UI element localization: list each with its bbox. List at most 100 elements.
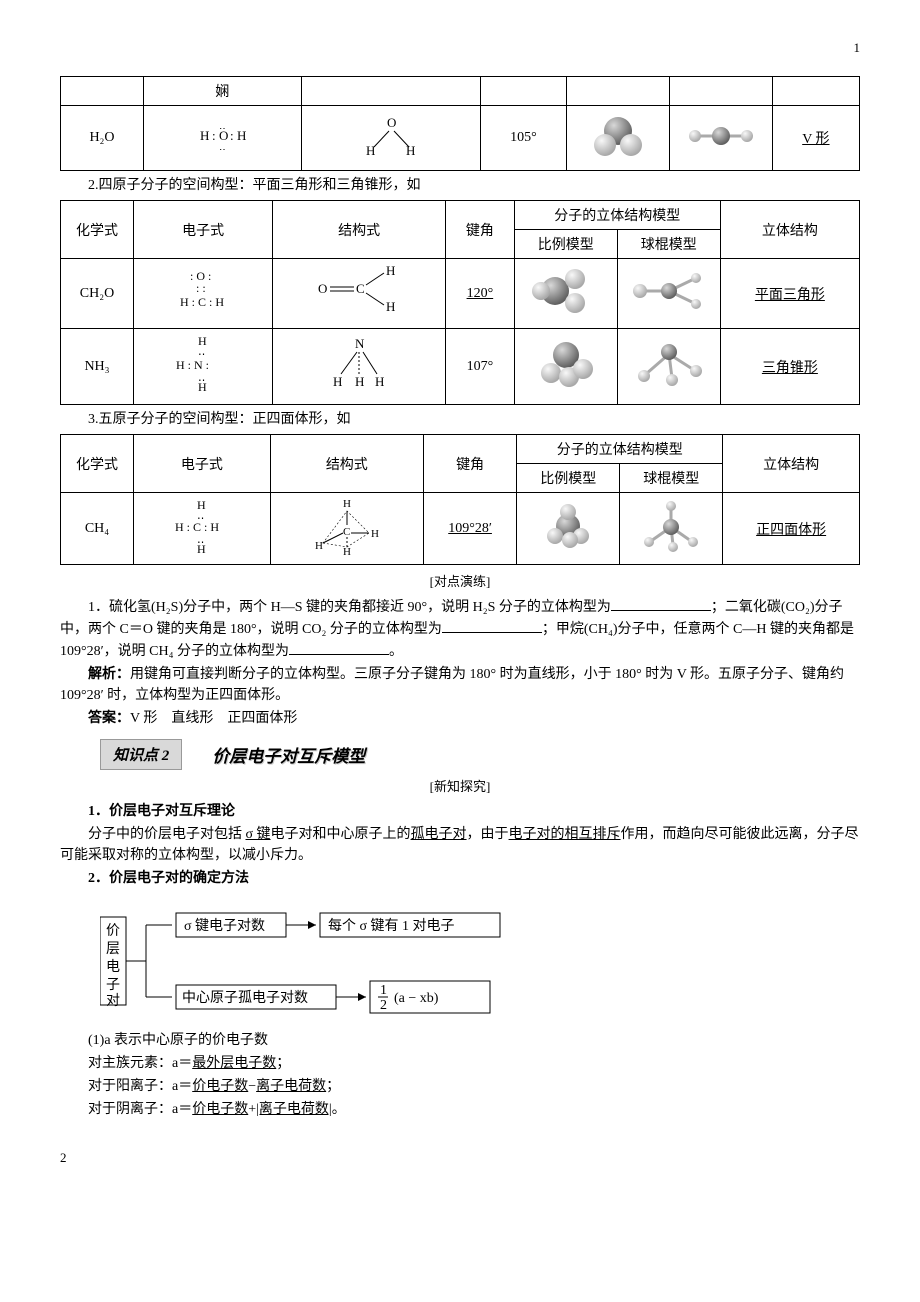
table-row: NH₃ H ‥ H : N : ‥ H N H H H 107°: [61, 329, 860, 405]
col-stick: 球棍模型: [620, 464, 723, 493]
practice-analysis: 解析：用键角可直接判断分子的立体构型。三原子分子键角为 180° 时为直线形，小…: [60, 664, 860, 706]
cell-angle: 105°: [481, 106, 567, 171]
col-struct: 结构式: [273, 201, 446, 259]
cell-shape: V 形: [772, 106, 859, 171]
cell-stick-model: [617, 329, 720, 405]
cell-edot: H : O ‥ ‥ : H: [144, 106, 302, 171]
struct-ch2o: O C H H: [314, 263, 404, 319]
k2-h2: 2．价层电子对的确定方法: [60, 868, 860, 889]
svg-text:O: O: [387, 115, 396, 130]
cell-shape: 三角锥形: [720, 329, 859, 405]
svg-text:C: C: [343, 526, 350, 538]
vsepr-diagram: 价 层 电 子 对 σ 键电子对数 每个 σ 键有 1 对电子 中心原子孤电子对…: [100, 897, 860, 1022]
cell-angle: 109°28′: [423, 493, 516, 565]
table-row: H₂O H : O ‥ ‥ : H O H H 105°: [61, 106, 860, 171]
svg-text:H : C : H: H : C : H: [180, 295, 224, 309]
table-pentatomic: 化学式 电子式 结构式 键角 分子的立体结构模型 立体结构 比例模型 球棍模型 …: [60, 434, 860, 565]
col-edot: 电子式: [134, 435, 271, 493]
table3-caption: 3.五原子分子的空间构型：正四面体形，如: [60, 409, 860, 430]
k2-h1: 1．价层电子对互斥理论: [60, 801, 860, 822]
table-tetratomic: 化学式 电子式 结构式 键角 分子的立体结构模型 立体结构 比例模型 球棍模型 …: [60, 200, 860, 405]
svg-text:层: 层: [106, 942, 120, 957]
svg-text:N: N: [355, 336, 365, 351]
cell-edot: H ‥ H : C : H ‥ H: [134, 493, 271, 565]
table-row: CH₂O : O : : : H : C : H O C H H 120°: [61, 259, 860, 329]
svg-text:H: H: [333, 374, 342, 389]
col-stick: 球棍模型: [617, 230, 720, 259]
svg-text:H: H: [386, 299, 395, 314]
svg-text:H: H: [315, 540, 323, 552]
cell-skip: 娴: [144, 77, 302, 106]
col-scale: 比例模型: [517, 464, 620, 493]
svg-text:σ 键电子对数: σ 键电子对数: [184, 918, 265, 934]
svg-text:H: H: [386, 263, 395, 278]
svg-text:(a − xb): (a − xb): [394, 991, 439, 1006]
col-struct: 结构式: [270, 435, 423, 493]
col-shape: 立体结构: [720, 201, 859, 259]
col-models: 分子的立体结构模型: [514, 201, 720, 230]
svg-text:H: H: [198, 380, 207, 394]
k2-d3: 对于阳离子：a＝价电子数−离子电荷数；: [60, 1076, 860, 1097]
edot-h2o: H : O ‥ ‥ : H: [192, 118, 252, 154]
edot-ch2o: : O : : : H : C : H: [168, 266, 238, 316]
svg-text:H: H: [406, 143, 415, 157]
k2-d4: 对于阴离子：a＝价电子数+|离子电荷数|。: [60, 1099, 860, 1120]
svg-text:H: H: [355, 374, 364, 389]
cell-struct: N H H H: [273, 329, 446, 405]
col-edot: 电子式: [134, 201, 273, 259]
svg-text:H: H: [237, 128, 246, 143]
cell-shape: 正四面体形: [723, 493, 860, 565]
edot-nh3: H ‥ H : N : ‥ H: [168, 333, 238, 395]
svg-text:电: 电: [106, 959, 120, 975]
svg-text:H: H: [343, 498, 351, 510]
scale-model-icon: [583, 113, 653, 159]
col-shape: 立体结构: [723, 435, 860, 493]
k2-d2: 对主族元素：a＝最外层电子数；: [60, 1053, 860, 1074]
table-triatomic-cont: 娴 H₂O H : O ‥ ‥ : H O H H 105°: [60, 76, 860, 171]
col-angle: 键角: [445, 201, 514, 259]
struct-ch4: H C H H H: [307, 497, 387, 555]
struct-h2o: O H H: [356, 115, 426, 157]
cell-formula: H₂O: [61, 106, 144, 171]
diagram-left-text: 价: [106, 923, 120, 939]
table-row: 娴: [61, 77, 860, 106]
practice-answer: 答案：V 形 直线形 正四面体形: [60, 708, 860, 729]
svg-text:‥: ‥: [219, 142, 226, 153]
cell-edot: : O : : : H : C : H: [134, 259, 273, 329]
col-scale: 比例模型: [514, 230, 617, 259]
svg-text:2: 2: [380, 998, 387, 1013]
stick-model-icon: [624, 269, 714, 313]
cell-struct: O C H H: [273, 259, 446, 329]
svg-text:中心原子孤电子对数: 中心原子孤电子对数: [182, 990, 308, 1006]
svg-text:C: C: [356, 281, 365, 296]
cell-stick-model: [620, 493, 723, 565]
svg-text:: :: : :: [196, 281, 206, 295]
svg-text:H: H: [371, 528, 379, 540]
cell-scale-model: [517, 493, 620, 565]
svg-text:每个 σ 键有 1 对电子: 每个 σ 键有 1 对电子: [328, 918, 455, 934]
k2-p1: 分子中的价层电子对包括 σ 键电子对和中心原子上的孤电子对，由于电子对的相互排斥…: [60, 824, 860, 866]
cell-scale-model: [566, 106, 669, 171]
scale-model-icon: [529, 337, 603, 391]
col-formula: 化学式: [61, 435, 134, 493]
knowledge-title: 价层电子对互斥模型: [212, 742, 365, 767]
cell-angle: 120°: [445, 259, 514, 329]
cell-stick-model: [669, 106, 772, 171]
svg-text:H: H: [375, 374, 384, 389]
svg-text:‥: ‥: [198, 346, 205, 358]
table-header-row: 化学式 电子式 结构式 键角 分子的立体结构模型 立体结构: [61, 435, 860, 464]
svg-text:对: 对: [106, 993, 120, 1009]
scale-model-icon: [533, 500, 603, 552]
cell-struct: O H H: [301, 106, 480, 171]
col-angle: 键角: [423, 435, 516, 493]
col-models: 分子的立体结构模型: [517, 435, 723, 464]
svg-text:H : C : H: H : C : H: [175, 520, 219, 534]
cell-angle: 107°: [445, 329, 514, 405]
svg-text:H: H: [366, 143, 375, 157]
table2-caption: 2.四原子分子的空间构型：平面三角形和三角锥形，如: [60, 175, 860, 196]
cell-struct: H C H H H: [270, 493, 423, 565]
cell-shape: 平面三角形: [720, 259, 859, 329]
cell-scale-model: [514, 259, 617, 329]
page-number-top: 1: [60, 40, 860, 56]
cell-scale-model: [514, 329, 617, 405]
